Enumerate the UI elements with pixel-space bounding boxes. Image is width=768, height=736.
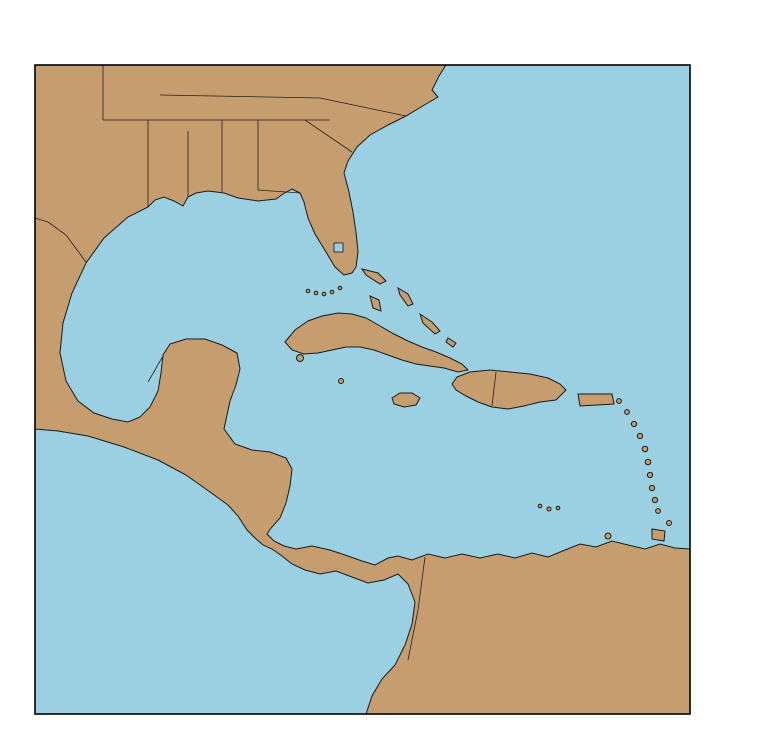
island-curacao [546, 506, 552, 512]
florida-keys [305, 285, 343, 297]
island-grand-bahama [360, 268, 387, 285]
land-masses [35, 65, 690, 714]
landmass-north-central-america [35, 65, 690, 714]
island-grand-cayman [338, 378, 344, 384]
lesser-antilles-arc [616, 398, 661, 514]
state-borders [35, 65, 497, 661]
lake-okeechobee [333, 242, 344, 253]
island-bonaire [555, 505, 561, 511]
island-tobago [666, 520, 672, 526]
island-jamaica [391, 392, 421, 408]
map-border [34, 64, 691, 715]
island-eleuthera [397, 286, 414, 307]
island-isle-of-youth [296, 354, 304, 362]
island-andros [369, 295, 382, 312]
island-trinidad [651, 528, 666, 542]
island-cuba [284, 312, 470, 373]
island-margarita [604, 532, 612, 540]
island-puerto-rico [577, 393, 615, 407]
island-long-island [419, 312, 441, 335]
island-hispaniola [451, 369, 567, 410]
island-aruba [537, 503, 543, 509]
island-turks [445, 337, 457, 348]
